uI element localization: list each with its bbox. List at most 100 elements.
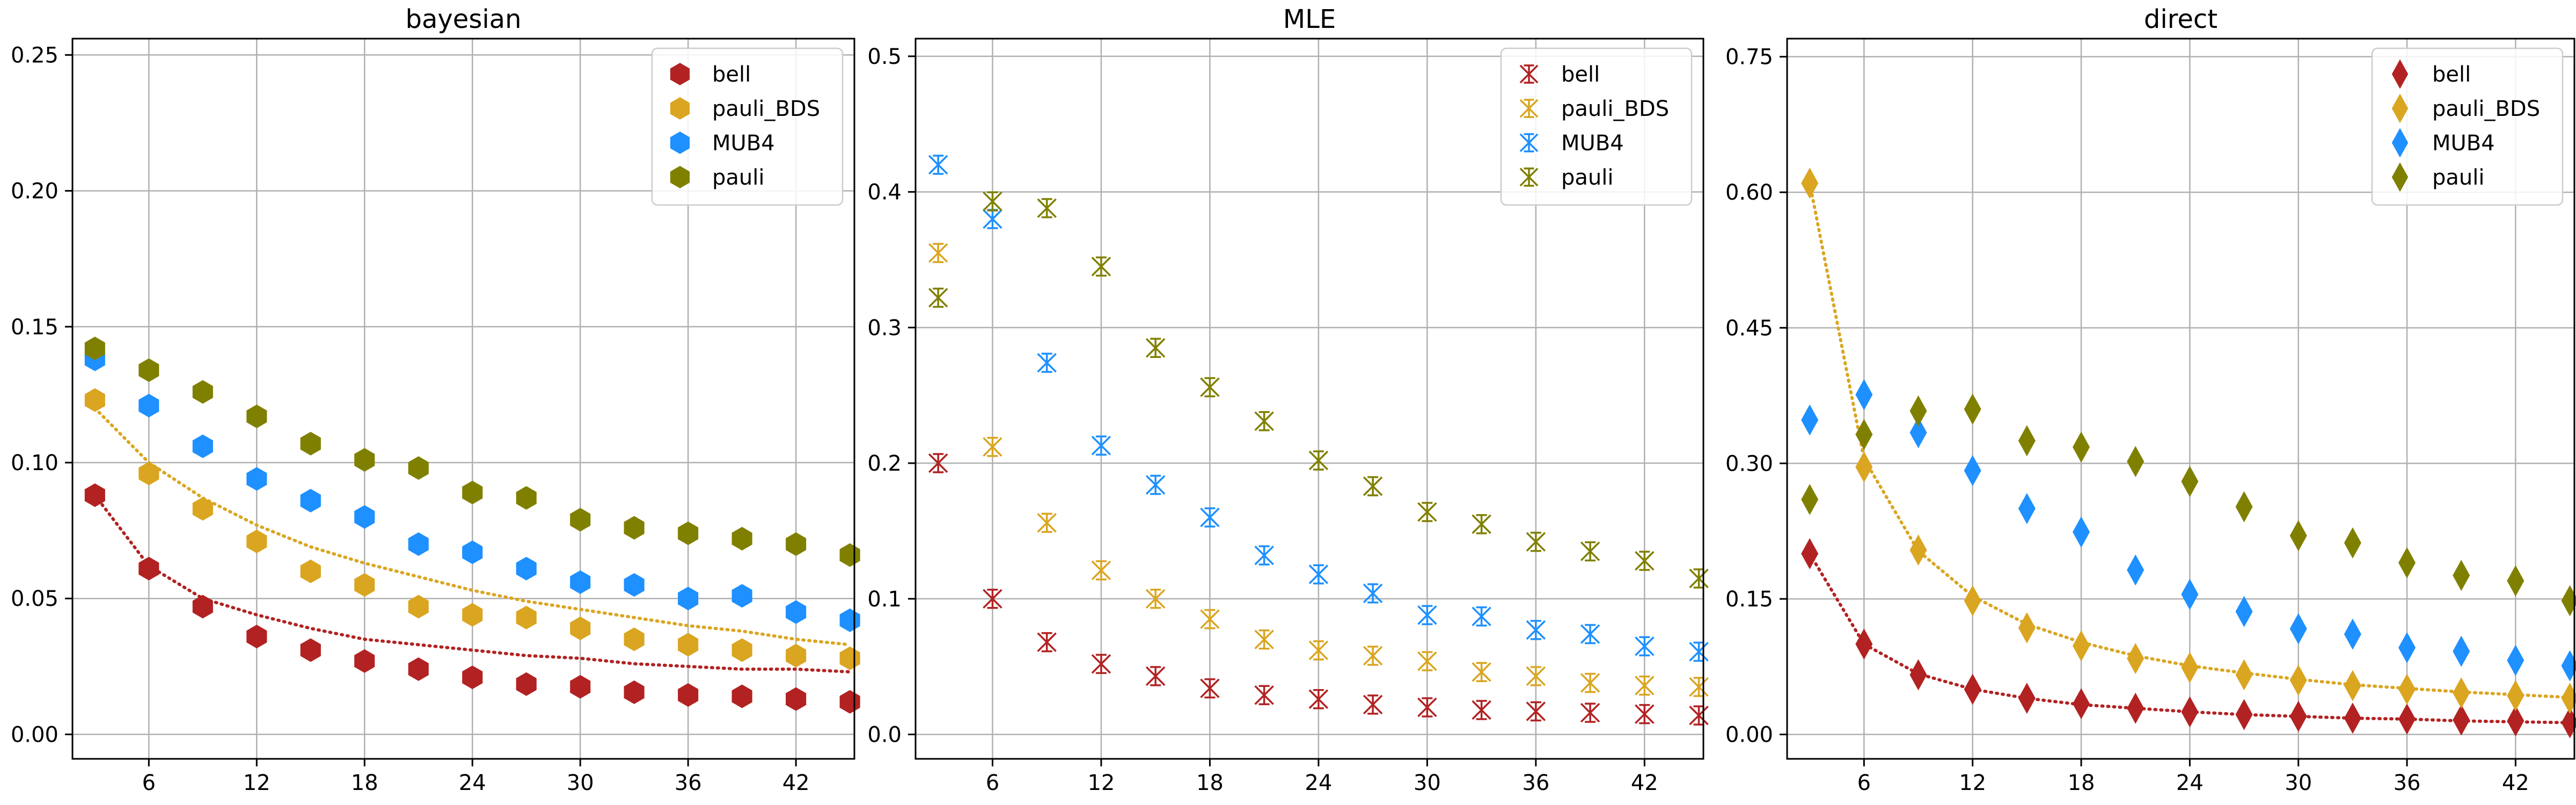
legend-label: pauli [712,165,764,190]
data-point [1254,545,1274,566]
legend-marker [1519,99,1539,118]
data-point [1417,651,1437,671]
data-point [1363,646,1383,666]
data-point [192,595,213,619]
marker-errorbar [1476,700,1487,720]
legend-label: MUB4 [712,131,775,156]
x-tick-label: 36 [675,771,702,795]
x-tick-label: 30 [2285,771,2312,795]
marker-errorbar [1095,435,1107,456]
marker-errorbar [1204,609,1216,630]
y-tick-label: 0.15 [11,315,58,340]
marker-errorbar [1095,560,1107,581]
data-point [1801,538,1819,569]
data-point [2073,431,2090,463]
data-point [300,559,321,583]
data-point [2507,645,2524,676]
marker-errorbar [1476,514,1487,535]
data-point [1417,605,1437,625]
data-point [928,243,948,264]
panel-title: MLE [1283,4,1336,34]
data-point [624,627,645,652]
legend-frame [1500,47,1693,206]
marker-errorbar [987,191,998,212]
x-tick-label: 24 [459,771,486,795]
data-point [1308,564,1329,585]
data-point [408,595,429,619]
data-point [928,155,948,175]
data-point [2561,585,2576,617]
marker-errorbar [1150,338,1161,358]
data-point [2453,677,2470,709]
data-point [192,380,213,404]
marker-errorbar [1204,507,1216,528]
y-tick-label: 0.15 [1725,587,1773,612]
legend-label: pauli_BDS [712,97,820,121]
series-pauli_BDS [928,243,1709,697]
y-tick-label: 0.4 [867,180,902,205]
data-point [246,467,267,491]
data-point [1801,404,1819,436]
y-tick-label: 0.2 [867,451,902,476]
data-point [2507,565,2524,597]
data-point [354,505,375,529]
marker-errorbar [1313,689,1324,709]
data-point [1635,675,1655,696]
y-tick-label: 0.00 [11,722,58,747]
y-tick-label: 0.1 [867,587,902,612]
data-point [1855,628,1873,660]
x-tick-label: 18 [1196,771,1224,795]
data-point [2127,643,2145,675]
fit-line-pauli_BDS [93,406,852,647]
marker-errorbar [1367,583,1379,604]
data-point [786,687,807,711]
data-point [570,508,591,532]
marker-errorbar [987,209,998,229]
data-point [2453,704,2470,736]
data-point [839,646,860,670]
data-point [1635,636,1655,656]
marker-errorbar [1524,167,1534,187]
data-point [2344,618,2361,650]
y-tick-label: 0.75 [1725,45,1773,70]
data-point [1200,609,1220,630]
data-point [2073,688,2090,720]
data-point [1526,666,1546,686]
marker-errorbar [1530,531,1541,552]
x-tick-label: 12 [1959,771,1986,795]
marker-errorbar [1476,606,1487,627]
data-point [354,448,375,472]
data-point [1689,641,1709,662]
legend-frame [2371,47,2564,206]
data-point [462,480,483,504]
y-tick-label: 0.10 [11,451,58,475]
marker-errorbar [933,155,944,175]
data-point [731,638,752,662]
series-bell [928,453,1709,726]
data-point [1363,694,1383,715]
series-MUB4 [1801,379,2576,682]
y-tick-label: 0.60 [1725,180,1773,205]
data-point [2289,664,2307,696]
x-tick-label: 6 [1857,771,1871,795]
data-point [1964,393,1981,425]
data-point [2453,635,2470,667]
marker-errorbar [1530,620,1541,640]
data-point [570,570,591,594]
data-point [1037,632,1057,653]
data-point [1855,419,1873,450]
y-tick-label: 0.05 [11,587,58,611]
data-point [1689,677,1709,697]
data-point [246,529,267,553]
data-point [678,587,699,611]
y-tick-label: 0.00 [1725,723,1773,748]
legend-marker [2391,162,2409,192]
x-tick-label: 42 [2502,771,2529,795]
legend-marker [2391,59,2409,89]
data-point [839,543,860,567]
marker-errorbar [1530,666,1541,686]
data-point [2398,547,2416,579]
panel-direct: 6 12 18 24 30 36 42 0.00 0.15 0.30 0.45 0.60 0.75 dir… [1725,4,2576,795]
data-point [2235,699,2253,730]
